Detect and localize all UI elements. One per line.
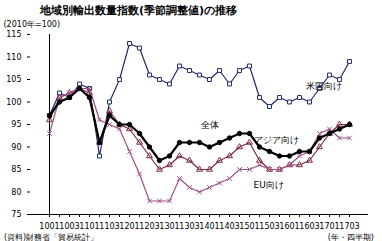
svg-text:1301: 1301	[159, 222, 179, 231]
svg-text:105: 105	[6, 75, 21, 84]
svg-text:アジア向け: アジア向け	[254, 135, 299, 145]
svg-text:米国向け: 米国向け	[306, 81, 342, 91]
svg-text:1703: 1703	[339, 222, 359, 231]
html-text:(年・四半期): (年・四半期)	[327, 233, 374, 241]
html-text:(資料)財務省「貿易統計」: (資料)財務省「貿易統計」	[4, 233, 99, 241]
svg-text:(2010年=100): (2010年=100)	[4, 20, 61, 29]
svg-text:1603: 1603	[299, 222, 319, 231]
svg-text:95: 95	[11, 120, 21, 129]
svg-text:1501: 1501	[239, 222, 259, 231]
svg-text:1203: 1203	[139, 222, 159, 231]
svg-text:1503: 1503	[259, 222, 279, 231]
svg-text:75: 75	[11, 210, 21, 219]
svg-text:EU向け: EU向け	[254, 180, 284, 190]
svg-text:1201: 1201	[119, 222, 139, 231]
svg-text:115: 115	[6, 30, 21, 39]
svg-text:1701: 1701	[319, 222, 339, 231]
svg-text:90: 90	[11, 143, 21, 152]
svg-text:1101: 1101	[79, 222, 99, 231]
svg-text:1401: 1401	[199, 222, 219, 231]
svg-text:1001: 1001	[39, 222, 59, 231]
svg-text:1303: 1303	[179, 222, 199, 231]
svg-text:100: 100	[6, 98, 21, 107]
svg-text:80: 80	[11, 188, 21, 197]
svg-text:1003: 1003	[59, 222, 79, 231]
html-text:地域別輸出数量指数(季節調整値)の推移: 地域別輸出数量指数(季節調整値)の推移	[40, 4, 238, 17]
svg-text:1601: 1601	[279, 222, 299, 231]
svg-text:85: 85	[11, 165, 21, 174]
svg-text:110: 110	[6, 53, 21, 62]
svg-text:1103: 1103	[99, 222, 119, 231]
svg-text:全体: 全体	[201, 120, 219, 130]
svg-text:1403: 1403	[219, 222, 239, 231]
